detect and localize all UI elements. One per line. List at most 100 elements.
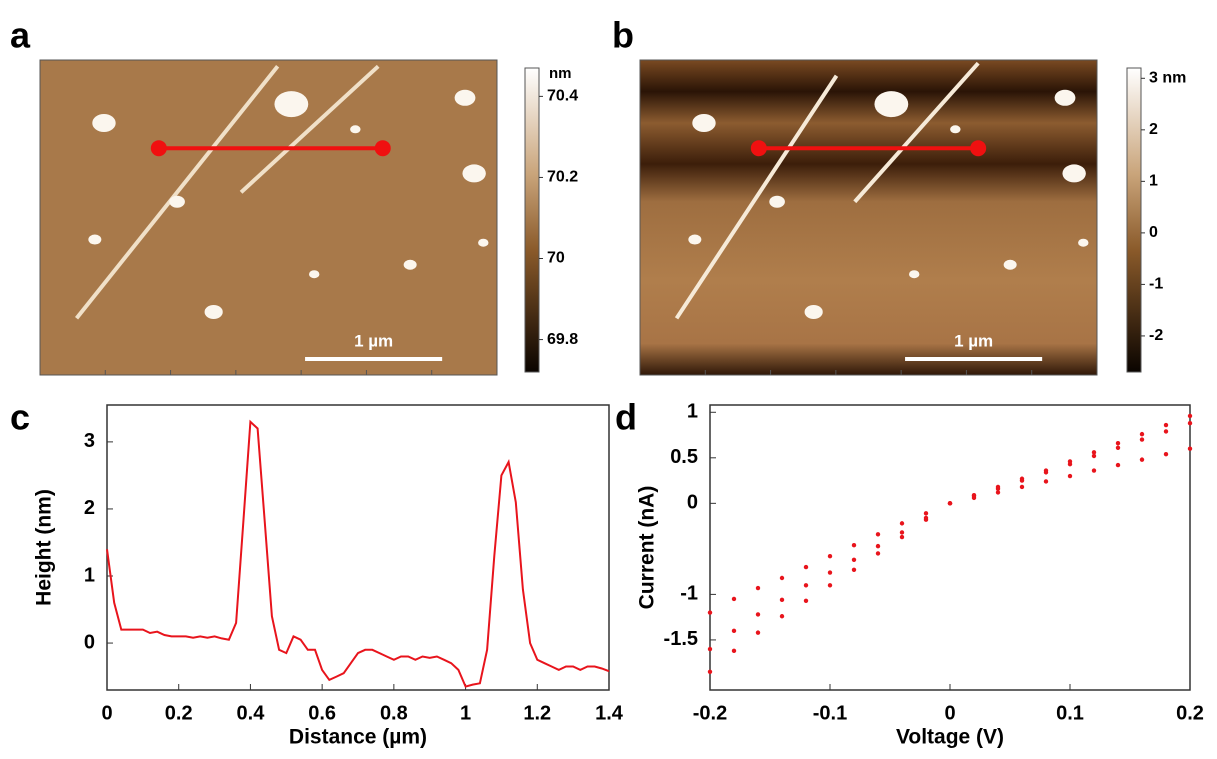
iv-point [779, 575, 785, 581]
panel-letter: b [612, 15, 634, 56]
iv-point [1187, 413, 1193, 419]
x-tick-label: 0 [944, 702, 955, 724]
iv-point [1163, 429, 1169, 434]
particle [169, 195, 185, 208]
iv-point [851, 567, 857, 573]
particle [692, 114, 716, 132]
iv-point [1091, 453, 1097, 459]
iv-point [827, 553, 833, 559]
iv-point [851, 543, 857, 548]
iv-point [947, 501, 953, 506]
iv-point [731, 648, 737, 654]
profile-end [970, 140, 987, 157]
x-axis-title: Distance (µm) [289, 726, 427, 749]
particle [92, 114, 116, 132]
profile-curve [106, 419, 610, 688]
scale-bar-label: 1 µm [954, 331, 993, 350]
particle [309, 270, 320, 279]
iv-point [971, 493, 977, 499]
iv-point [1091, 450, 1097, 455]
particle [454, 89, 476, 106]
iv-point [827, 570, 833, 575]
iv-point [1163, 422, 1169, 428]
x-axis-title: Voltage (V) [896, 726, 1004, 749]
colorbar-tick-label: 1 [1149, 173, 1158, 190]
colorbar-tick-label: 70.2 [547, 169, 578, 186]
iv-point [779, 614, 785, 619]
afm-image [39, 59, 498, 376]
iv-point [1019, 484, 1025, 490]
iv-point [779, 597, 785, 603]
particle [1078, 238, 1089, 247]
x-tick-label: 0.6 [308, 702, 336, 724]
plot-frame [106, 404, 610, 691]
nanotube [74, 65, 280, 320]
y-tick-label: 3 [84, 430, 95, 452]
x-tick-label: 1 [460, 702, 471, 724]
iv-point [875, 551, 881, 556]
iv-point [1115, 445, 1121, 450]
colorbar-tick-label: -2 [1149, 327, 1163, 344]
x-tick-label: -0.2 [693, 702, 727, 724]
x-tick-label: 0 [101, 702, 112, 724]
iv-point [731, 596, 737, 602]
y-tick-label: -1.5 [664, 628, 698, 650]
nanotube [239, 64, 380, 194]
colorbar [524, 67, 540, 373]
x-tick-label: 1.2 [523, 702, 551, 724]
iv-point [707, 646, 713, 652]
colorbar [1126, 67, 1142, 373]
particle [909, 270, 920, 279]
iv-point [899, 521, 905, 526]
colorbar-tick-label: 70.4 [547, 88, 578, 105]
iv-point [803, 564, 809, 570]
particle [478, 238, 489, 247]
y-tick-label: -1 [680, 583, 698, 605]
x-tick-label: 0.8 [380, 702, 408, 724]
particle [204, 305, 223, 319]
colorbar-tick-label: 70 [547, 250, 565, 267]
iv-point [755, 630, 761, 635]
nanotube [674, 74, 839, 320]
x-tick-label: 0.1 [1056, 702, 1084, 724]
x-tick-label: 0.2 [165, 702, 193, 724]
iv-point [707, 610, 713, 615]
iv-point [755, 612, 761, 617]
panel-letter: a [10, 15, 31, 56]
iv-point [707, 669, 713, 674]
afm-image [639, 59, 1098, 376]
iv-point [827, 583, 833, 588]
x-tick-label: -0.1 [813, 702, 847, 724]
iv-point [1019, 478, 1025, 483]
iv-point [899, 530, 905, 535]
y-tick-label: 2 [84, 497, 95, 519]
x-tick-label: 0.4 [237, 702, 266, 724]
y-axis-title: Height (nm) [33, 489, 56, 606]
iv-point [1115, 441, 1121, 446]
colorbar-unit: nm [549, 65, 572, 82]
x-tick-label: 1.4 [595, 702, 624, 724]
particle [88, 234, 102, 245]
iv-point [1139, 437, 1145, 442]
iv-point [923, 517, 929, 522]
iv-point [1067, 473, 1073, 479]
nanotube [853, 61, 980, 204]
panel-letter: d [615, 397, 637, 438]
particle [462, 164, 486, 183]
particle [804, 305, 823, 319]
iv-point [803, 583, 809, 588]
iv-point [995, 486, 1001, 491]
y-tick-label: 0.5 [670, 446, 698, 468]
particle [274, 91, 309, 118]
colorbar-tick-label: 2 [1149, 121, 1158, 138]
y-axis-title: Current (nA) [636, 486, 659, 610]
x-tick-label: 0.2 [1176, 702, 1204, 724]
colorbar-tick-label: -1 [1149, 276, 1163, 293]
iv-point [1091, 468, 1097, 473]
iv-point [1115, 462, 1121, 468]
scale-bar-label: 1 µm [354, 331, 393, 350]
particle [688, 234, 702, 245]
iv-point [995, 490, 1001, 495]
particle [769, 195, 785, 208]
